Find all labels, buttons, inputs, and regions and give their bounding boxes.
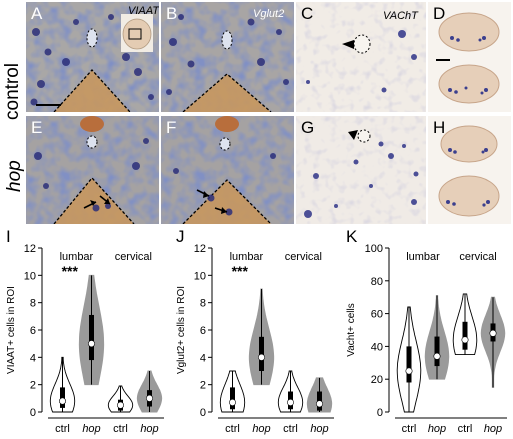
x-tick-label: ctrl [113,423,128,435]
y-tick-label: 0 [200,407,206,419]
row-label-control: control [2,62,23,120]
gene-label-viaat: VIAAT [128,5,159,17]
y-tick-label: 0 [377,407,383,419]
group-label-cervical: cervical [115,251,152,263]
iqr-box [462,321,468,350]
y-tick-label: 20 [371,374,383,386]
x-tick-label: ctrl [283,423,298,435]
iqr-box [230,387,235,410]
median-dot [146,394,154,402]
median-dot [287,398,295,406]
x-tick-label: hop [140,423,158,435]
micrograph-panel-e: E [26,116,159,224]
panel-label-k: K [346,227,358,246]
x-tick-label: ctrl [402,423,417,435]
x-tick-label: ctrl [458,423,473,435]
y-axis-label: VIAAT+ cells in ROI [6,286,17,374]
panel-label-g: G [301,118,315,137]
gene-label-vglut2: Vglut2 [253,8,285,20]
x-tick-label: hop [484,423,502,435]
median-dot [489,329,497,337]
y-tick-label: 40 [371,341,383,353]
y-tick-label: 12 [24,243,36,255]
micrograph-panel-g: G [296,116,426,224]
x-tick-label: hop [428,423,446,435]
gene-label-vacht: VAChT [383,10,418,22]
panel-label-c: C [301,4,314,23]
y-tick-label: 6 [200,325,206,337]
median-dot [405,367,413,375]
y-tick-label: 2 [200,380,206,392]
y-tick-label: 6 [30,325,36,337]
panel-label-d: D [433,4,446,23]
significance-marker: *** [232,263,249,279]
iqr-box [406,346,412,383]
panel-label-h: H [433,118,446,137]
panel-label-a: A [31,4,43,23]
y-axis-label: Vglut2+ cells in ROI [176,286,187,374]
y-tick-label: 4 [200,352,206,364]
y-tick-label: 12 [194,243,206,255]
median-dot [58,397,66,405]
y-tick-label: 100 [365,243,383,255]
x-tick-label: hop [82,423,100,435]
median-dot [88,340,96,348]
iqr-box [434,336,440,367]
panel-label-e: E [31,118,43,137]
y-axis-label: Vacht+ cells [346,303,357,356]
median-dot [433,352,441,360]
y-tick-label: 4 [30,352,36,364]
x-tick-label: ctrl [225,423,240,435]
median-dot [316,400,324,408]
x-tick-label: ctrl [55,423,70,435]
micrograph-panel-c: C VAChT [296,2,426,112]
group-label-lumbar: lumbar [406,251,440,263]
median-dot [258,353,266,361]
group-label-lumbar: lumbar [230,251,264,263]
y-tick-label: 10 [24,270,36,282]
y-tick-label: 2 [30,380,36,392]
significance-marker: *** [62,263,79,279]
x-tick-label: hop [310,423,328,435]
median-dot [461,336,469,344]
median-dot [228,398,236,406]
panel-label-f: F [166,118,177,137]
iqr-box [89,314,94,361]
micrograph-panel-f: F [161,116,294,224]
median-dot [117,401,125,409]
y-tick-label: 60 [371,309,383,321]
y-tick-label: 8 [30,298,36,310]
x-tick-label: hop [252,423,270,435]
y-tick-label: 0 [30,407,36,419]
panel-label-i: I [6,227,11,246]
micrograph-panel-a: A VIAAT [26,2,159,112]
panel-label-j: J [176,227,185,246]
row-label-hop: hop [4,160,25,192]
y-tick-label: 10 [194,270,206,282]
group-label-lumbar: lumbar [60,251,94,263]
panel-label-b: B [166,4,178,23]
micrograph-panel-d: D [428,2,511,112]
group-label-cervical: cervical [459,251,496,263]
micrograph-panel-b: B Vglut2 [161,2,294,112]
y-tick-label: 80 [371,276,383,288]
group-label-cervical: cervical [285,251,322,263]
micrograph-panel-h: H [428,116,511,224]
y-tick-label: 8 [200,298,206,310]
